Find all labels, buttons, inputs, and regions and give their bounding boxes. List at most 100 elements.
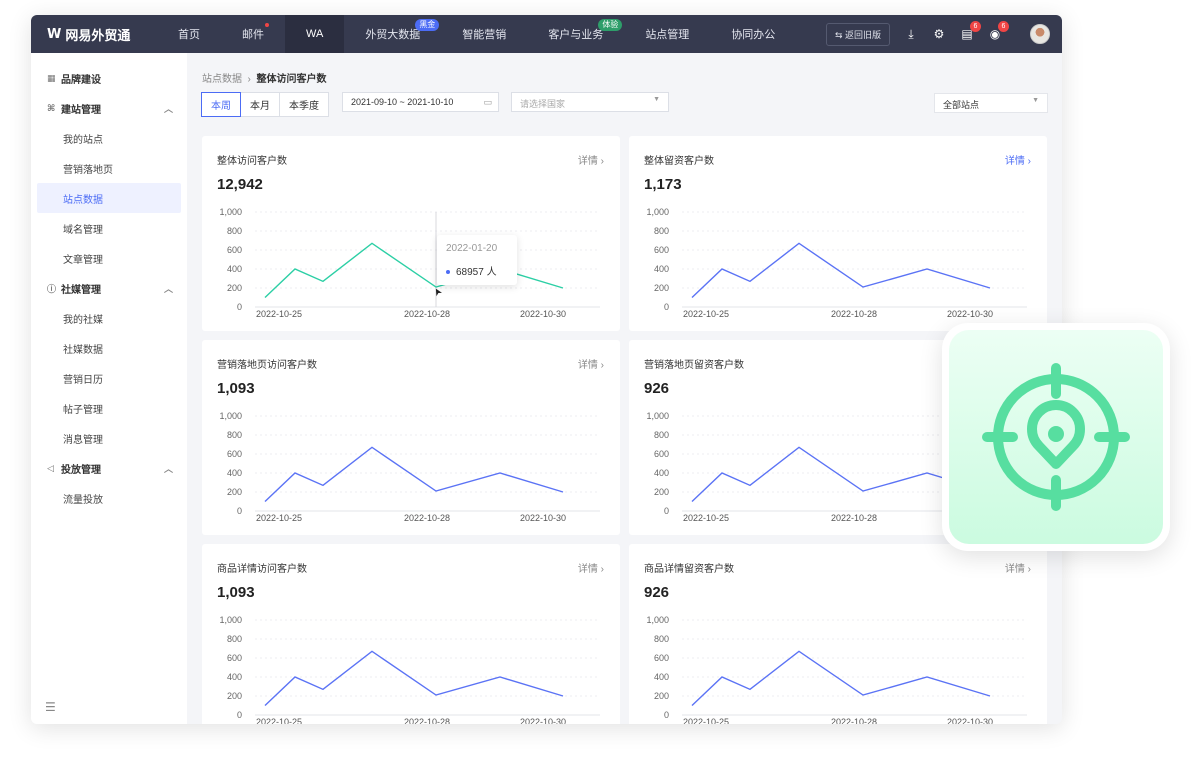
collapse-sidebar-icon[interactable]: ☰ bbox=[45, 700, 56, 714]
sidebar-item-label: 流量投放 bbox=[63, 494, 103, 506]
y-tick-label: 800 bbox=[654, 226, 669, 236]
gear-icon[interactable]: ⚙ bbox=[933, 27, 945, 41]
clipboard-icon[interactable]: ▤ 6 bbox=[960, 21, 981, 41]
old-version-button[interactable]: ⇆ 返回旧版 bbox=[825, 22, 890, 46]
y-tick-label: 1,000 bbox=[219, 207, 242, 217]
details-link[interactable]: 详情 › bbox=[1004, 156, 1031, 167]
series-line bbox=[264, 242, 564, 299]
period-tab[interactable]: 本周 bbox=[201, 92, 241, 117]
nav-item[interactable]: 客户与业务 体验 bbox=[527, 15, 624, 53]
card-title: 商品详情访问客户数 bbox=[217, 564, 307, 575]
sidebar-item[interactable]: 营销落地页 bbox=[31, 153, 187, 183]
nav-item[interactable]: 外贸大数据 黑金 bbox=[344, 15, 441, 53]
sidebar-item[interactable]: 消息管理 bbox=[31, 423, 187, 453]
site-value: 全部站点 bbox=[943, 100, 980, 110]
y-tick-label: 400 bbox=[654, 468, 669, 478]
sidebar-item[interactable]: ▦ 品牌建设 bbox=[31, 63, 187, 93]
nav-item-label: 智能营销 bbox=[462, 29, 507, 41]
card-total: 1,173 bbox=[644, 176, 682, 193]
period-tab[interactable]: 本季度 bbox=[279, 92, 329, 117]
y-tick-label: 600 bbox=[227, 245, 242, 255]
series-line bbox=[264, 446, 564, 503]
nav-item-label: WA bbox=[306, 28, 324, 40]
sidebar-item[interactable]: ⌘ 建站管理 ︿ bbox=[31, 93, 187, 123]
line-chart: 0 200 400 600 800 1,000 2022-10-25 2022-10-28 20… bbox=[219, 207, 600, 319]
chevron-up-icon[interactable]: ︿ bbox=[163, 103, 173, 114]
metric-card: 整体留资客户数 详情 › 1,173 0 200 400 600 800 1,000 2022… bbox=[629, 136, 1047, 331]
location-target-badge bbox=[942, 323, 1170, 551]
metric-card: 营销落地页访问客户数 详情 › 1,093 0 200 400 600 800 1,000 2… bbox=[202, 340, 620, 535]
site-select[interactable]: 全部站点 ▼ bbox=[934, 93, 1048, 113]
sidebar-item[interactable]: 文章管理 bbox=[31, 243, 187, 273]
y-tick-label: 400 bbox=[227, 264, 242, 274]
x-tick-label: 2022-10-28 bbox=[831, 513, 877, 523]
sidebar-item-label: 域名管理 bbox=[63, 224, 103, 236]
message-icon[interactable]: ◉ 6 bbox=[988, 21, 1009, 41]
nav-item[interactable]: 协同办公 bbox=[710, 15, 796, 53]
y-tick-label: 200 bbox=[227, 487, 242, 497]
x-tick-label: 2022-10-30 bbox=[947, 717, 993, 724]
card-total: 926 bbox=[644, 380, 670, 397]
location-target-icon bbox=[982, 363, 1130, 511]
x-tick-label: 2022-10-28 bbox=[831, 309, 877, 319]
details-label: 详情 bbox=[1004, 156, 1025, 167]
sidebar-item[interactable]: 流量投放 bbox=[31, 483, 187, 513]
sidebar-item-label: 帖子管理 bbox=[63, 404, 103, 416]
sitemap-icon: ⌘ bbox=[47, 102, 56, 113]
nav-badge: 黑金 bbox=[415, 19, 440, 31]
main-nav: 首页 邮件 WA 外贸大数据 黑金 智能营销 客户与业务 体验 站点管理 协同办公 bbox=[157, 15, 796, 53]
sidebar-item[interactable]: 我的社媒 bbox=[31, 303, 187, 333]
y-tick-label: 400 bbox=[227, 468, 242, 478]
nav-item[interactable]: WA bbox=[285, 15, 345, 53]
sidebar-item[interactable]: 域名管理 bbox=[31, 213, 187, 243]
y-tick-label: 200 bbox=[227, 691, 242, 701]
details-link[interactable]: 详情 › bbox=[577, 564, 604, 575]
x-tick-label: 2022-10-25 bbox=[683, 513, 729, 523]
series-dot-icon bbox=[446, 270, 450, 275]
line-chart: 0 200 400 600 800 1,000 2022-10-25 2022-10-28 20… bbox=[646, 615, 1027, 724]
download-icon[interactable]: ⤓ bbox=[908, 27, 914, 41]
details-link[interactable]: 详情 › bbox=[1004, 564, 1031, 575]
nav-item[interactable]: 站点管理 bbox=[624, 15, 710, 53]
sidebar-item[interactable]: 营销日历 bbox=[31, 363, 187, 393]
tooltip-value: 68957 人 bbox=[456, 267, 497, 278]
sidebar-item[interactable]: 社媒数据 bbox=[31, 333, 187, 363]
nav-item[interactable]: 首页 bbox=[157, 15, 221, 53]
nav-item[interactable]: 邮件 bbox=[221, 15, 285, 53]
breadcrumb-parent[interactable]: 站点数据 bbox=[202, 74, 242, 85]
avatar[interactable] bbox=[1030, 24, 1050, 44]
y-tick-label: 200 bbox=[654, 487, 669, 497]
sidebar-item-label: 我的站点 bbox=[63, 134, 103, 146]
y-tick-label: 0 bbox=[664, 506, 669, 516]
y-tick-label: 1,000 bbox=[219, 615, 242, 625]
logo-icon: 𝗪 bbox=[47, 26, 62, 41]
x-tick-label: 2022-10-30 bbox=[947, 309, 993, 319]
info-circle-icon: ⓘ bbox=[47, 283, 57, 294]
period-tab[interactable]: 本月 bbox=[240, 92, 280, 117]
x-tick-label: 2022-10-30 bbox=[520, 717, 566, 724]
series-line bbox=[691, 650, 991, 707]
brand-logo[interactable]: 𝗪 网易外贸通 bbox=[31, 25, 157, 44]
nav-item-label: 协同办公 bbox=[731, 29, 776, 41]
details-link[interactable]: 详情 › bbox=[577, 360, 604, 371]
card-total: 1,093 bbox=[217, 584, 255, 601]
metric-card: 整体访问客户数 详情 › 12,942 0 200 400 600 800 1,000 202… bbox=[202, 136, 620, 331]
y-tick-label: 800 bbox=[227, 430, 242, 440]
unread-dot bbox=[265, 23, 269, 27]
sidebar-item[interactable]: 我的站点 bbox=[31, 123, 187, 153]
details-link[interactable]: 详情 › bbox=[577, 156, 604, 167]
sidebar-item[interactable]: 帖子管理 bbox=[31, 393, 187, 423]
sidebar-item[interactable]: 站点数据 bbox=[37, 183, 181, 213]
sidebar-item[interactable]: ◁ 投放管理 ︿ bbox=[31, 453, 187, 483]
sidebar-item-label: 营销日历 bbox=[63, 374, 103, 386]
country-select[interactable]: 请选择国家 ▼ bbox=[511, 92, 669, 112]
details-label: 详情 bbox=[577, 156, 598, 167]
chevron-up-icon[interactable]: ︿ bbox=[163, 463, 173, 474]
card-title: 整体留资客户数 bbox=[644, 156, 714, 167]
notification-badge: 6 bbox=[970, 21, 981, 32]
nav-item[interactable]: 智能营销 bbox=[441, 15, 527, 53]
date-range-picker[interactable]: 2021-09-10 ~ 2021-10-10 ▭ bbox=[342, 92, 499, 112]
sidebar-item[interactable]: ⓘ 社媒管理 ︿ bbox=[31, 273, 187, 303]
details-label: 详情 bbox=[1004, 564, 1025, 575]
chevron-up-icon[interactable]: ︿ bbox=[163, 283, 173, 294]
